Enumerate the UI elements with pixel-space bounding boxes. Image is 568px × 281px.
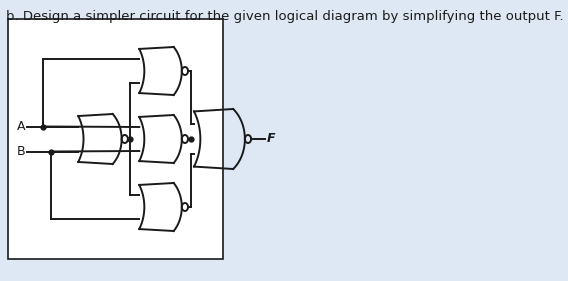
Text: A: A [16, 120, 25, 133]
Text: F: F [267, 133, 275, 146]
Text: B: B [16, 145, 25, 158]
Text: b. Design a simpler circuit for the given logical diagram by simplifying the out: b. Design a simpler circuit for the give… [6, 10, 564, 23]
FancyBboxPatch shape [8, 19, 223, 259]
